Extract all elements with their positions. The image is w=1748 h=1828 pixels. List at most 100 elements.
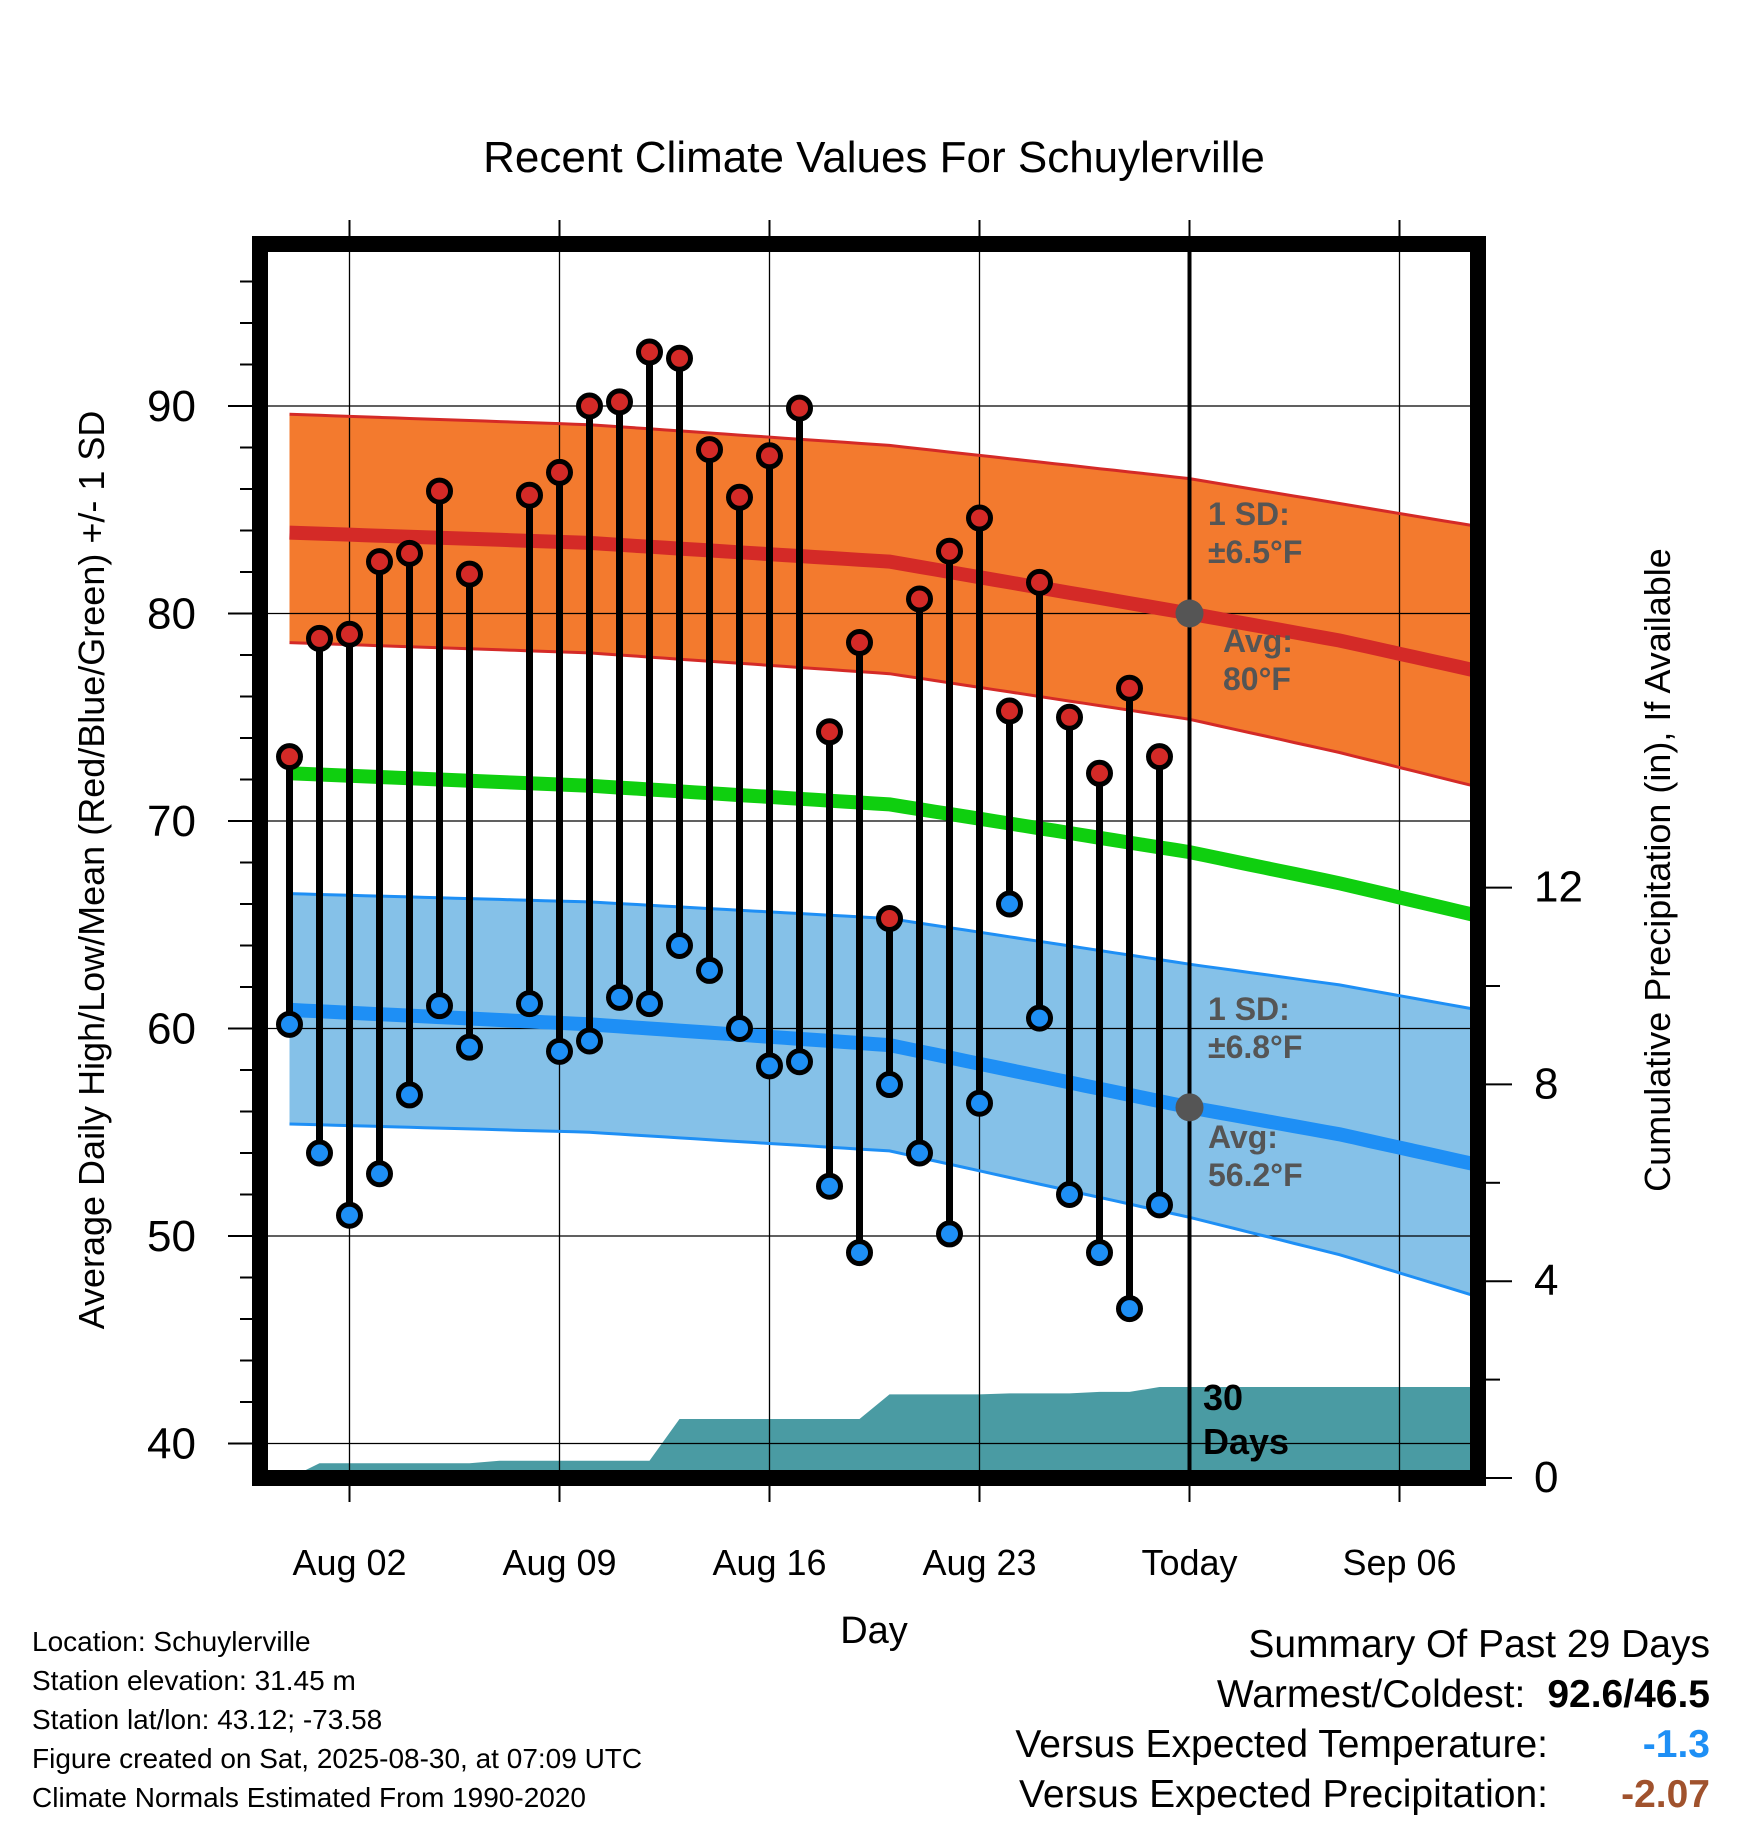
daily-low-point bbox=[996, 890, 1023, 918]
daily-low-point bbox=[786, 1048, 813, 1076]
high-avg-annotation: Avg: 80°F bbox=[1223, 623, 1293, 697]
precip-value: -2.07 bbox=[1621, 1773, 1710, 1816]
precip-label: Versus Expected Precipitation: bbox=[1019, 1773, 1548, 1816]
y2-tick-label: 8 bbox=[1534, 1059, 1558, 1108]
plot-frame bbox=[252, 236, 1486, 1486]
high-sd-annotation: 1 SD: ±6.5°F bbox=[1208, 496, 1302, 570]
daily-high-point bbox=[456, 560, 483, 588]
today-low-dot bbox=[1175, 1093, 1204, 1122]
daily-low-point bbox=[276, 1010, 303, 1038]
daily-low-point bbox=[636, 990, 663, 1018]
low-sd-annotation: 1 SD: ±6.8°F bbox=[1208, 991, 1302, 1065]
daily-low-point bbox=[516, 990, 543, 1018]
x-tick-label: Aug 23 bbox=[922, 1542, 1036, 1583]
daily-low-point bbox=[1026, 1004, 1053, 1032]
daily-high-point bbox=[1146, 743, 1173, 771]
daily-high-point bbox=[1056, 703, 1083, 731]
summary-title: Summary Of Past 29 Days bbox=[1248, 1623, 1710, 1666]
avg-mean-line bbox=[289, 766, 1478, 924]
days-annotation: 30 Days bbox=[1203, 1377, 1289, 1462]
daily-high-point bbox=[1026, 568, 1053, 596]
y-axis-label: Average Daily High/Low/Mean (Red/Blue/Gr… bbox=[71, 411, 112, 1330]
daily-low-point bbox=[606, 983, 633, 1011]
daily-low-point bbox=[396, 1081, 423, 1109]
station-info: Location: Schuylerville Station elevatio… bbox=[32, 1622, 642, 1817]
daily-low-point bbox=[1056, 1181, 1083, 1208]
daily-high-point bbox=[306, 624, 333, 652]
x-tick-label: Sep 06 bbox=[1342, 1542, 1456, 1583]
y-tick-label: 80 bbox=[147, 590, 196, 639]
daily-low-point bbox=[426, 992, 453, 1020]
y2-tick-label: 4 bbox=[1534, 1256, 1558, 1305]
precip-row: Versus Expected Precipitation: -2.07 bbox=[1015, 1770, 1710, 1820]
daily-high-point bbox=[1086, 759, 1113, 787]
daily-low-point bbox=[576, 1027, 603, 1055]
warmest-row: Warmest/Coldest: 92.6/46.5 bbox=[1015, 1670, 1710, 1720]
chart-title: Recent Climate Values For Schuylerville bbox=[483, 133, 1265, 182]
daily-high-point bbox=[756, 442, 783, 470]
daily-high-point bbox=[906, 585, 933, 613]
daily-high-point bbox=[966, 504, 993, 532]
daily-low-point bbox=[456, 1033, 483, 1061]
daily-low-point bbox=[846, 1239, 873, 1267]
daily-low-point bbox=[336, 1201, 363, 1229]
daily-low-point bbox=[546, 1037, 573, 1065]
low-sd-lower-line bbox=[289, 1122, 1478, 1299]
daily-low-point bbox=[1146, 1191, 1173, 1219]
daily-high-point bbox=[426, 477, 453, 505]
x-axis-label: Day bbox=[840, 1610, 908, 1652]
high-sd-upper-line bbox=[289, 412, 1478, 529]
latlon-text: Station lat/lon: 43.12; -73.58 bbox=[32, 1704, 383, 1735]
daily-low-point bbox=[306, 1139, 333, 1167]
daily-low-point bbox=[696, 956, 723, 984]
daily-low-point bbox=[816, 1172, 843, 1200]
today-high-dot bbox=[1175, 599, 1204, 628]
warmest-value: 92.6/46.5 bbox=[1547, 1673, 1710, 1716]
daily-high-point bbox=[276, 743, 303, 771]
daily-high-point bbox=[666, 344, 693, 372]
temp-row: Versus Expected Temperature: -1.3 bbox=[1015, 1720, 1710, 1770]
daily-low-point bbox=[936, 1220, 963, 1248]
daily-high-point bbox=[846, 629, 873, 657]
plot-content: 1 SD: ±6.5°F Avg: 80°F 1 SD: ±6.8°F Avg: 56.2°F… bbox=[260, 244, 1478, 1478]
daily-high-point bbox=[366, 548, 393, 576]
x-tick-label: Today bbox=[1141, 1542, 1237, 1583]
daily-high-point bbox=[336, 620, 363, 648]
daily-high-point bbox=[726, 483, 753, 511]
daily-low-point bbox=[1086, 1239, 1113, 1267]
y2-tick-label: 12 bbox=[1534, 863, 1583, 912]
temp-label: Versus Expected Temperature: bbox=[1015, 1723, 1548, 1766]
daily-low-point bbox=[876, 1071, 903, 1099]
daily-low-point bbox=[726, 1015, 753, 1042]
x-tick-label: Aug 02 bbox=[292, 1542, 406, 1583]
y-tick-label: 40 bbox=[147, 1420, 196, 1469]
daily-high-point bbox=[516, 481, 543, 509]
daily-low-point bbox=[666, 932, 693, 959]
daily-low-point bbox=[756, 1052, 783, 1080]
y2-axis-label: Cumulative Precipitation (in), If Availa… bbox=[1637, 548, 1678, 1192]
temp-value: -1.3 bbox=[1642, 1723, 1710, 1766]
precip-area bbox=[289, 1387, 1478, 1478]
daily-high-point bbox=[696, 436, 723, 464]
daily-high-point bbox=[876, 905, 903, 933]
x-tick-label: Aug 16 bbox=[712, 1542, 826, 1583]
summary-panel: Summary Of Past 29 Days Warmest/Coldest:… bbox=[1015, 1620, 1710, 1820]
daily-high-point bbox=[636, 338, 663, 366]
daily-high-point bbox=[996, 697, 1023, 725]
daily-low-point bbox=[1116, 1295, 1143, 1323]
daily-low-point bbox=[966, 1089, 993, 1117]
y-tick-label: 70 bbox=[147, 797, 196, 846]
plot-area: 1 SD: ±6.5°F Avg: 80°F 1 SD: ±6.8°F Avg: 56.2°F… bbox=[147, 220, 1583, 1583]
daily-high-point bbox=[1116, 674, 1143, 702]
y-tick-label: 60 bbox=[147, 1005, 196, 1054]
daily-high-point bbox=[816, 718, 843, 746]
daily-high-point bbox=[786, 394, 813, 422]
y-tick-label: 90 bbox=[147, 382, 196, 431]
avg-high-line bbox=[289, 525, 1478, 679]
y2-tick-label: 0 bbox=[1534, 1453, 1558, 1502]
daily-high-point bbox=[396, 539, 423, 567]
x-tick-label: Aug 09 bbox=[502, 1542, 616, 1583]
daily-high-point bbox=[546, 458, 573, 486]
daily-high-point bbox=[936, 537, 963, 565]
